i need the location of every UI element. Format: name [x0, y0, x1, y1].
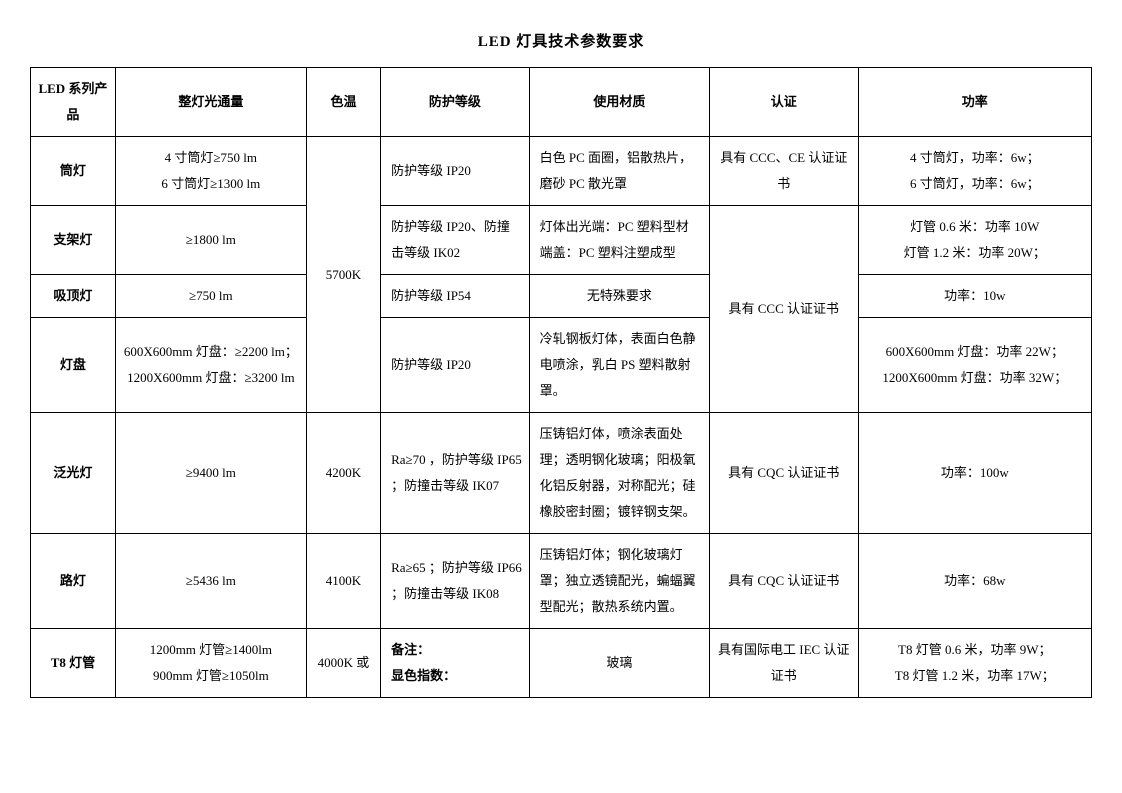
cell-power: 4 寸筒灯，功率：6w； 6 寸筒灯，功率：6w；	[858, 137, 1091, 206]
cell-cert: 具有 CQC 认证证书	[710, 534, 859, 629]
cell-product: 灯盘	[31, 318, 116, 413]
col-power: 功率	[858, 68, 1091, 137]
cell-material: 压铸铝灯体；钢化玻璃灯罩；独立透镜配光，蝙蝠翼型配光；散热系统内置。	[529, 534, 709, 629]
line: 600X600mm 灯盘：功率 22W；	[865, 339, 1085, 365]
line: 灯管 1.2 米：功率 20W；	[865, 240, 1085, 266]
cell-protection: 防护等级 IP20、防撞击等级 IK02	[381, 206, 530, 275]
col-temp: 色温	[306, 68, 380, 137]
table-row: 路灯 ≥5436 lm 4100K Ra≥65 ；防护等级 IP66 ；防撞击等…	[31, 534, 1092, 629]
table-row: 灯盘 600X600mm 灯盘：≥2200 lm； 1200X600mm 灯盘：…	[31, 318, 1092, 413]
cell-lumens: ≥1800 lm	[115, 206, 306, 275]
cell-cert: 具有 CCC 认证证书	[710, 206, 859, 413]
cell-material: 白色 PC 面圈，铝散热片，磨砂 PC 散光罩	[529, 137, 709, 206]
cell-power: 灯管 0.6 米：功率 10W 灯管 1.2 米：功率 20W；	[858, 206, 1091, 275]
page-title: LED 灯具技术参数要求	[30, 30, 1092, 51]
col-lumens: 整灯光通量	[115, 68, 306, 137]
line: T8 灯管 0.6 米，功率 9W；	[865, 637, 1085, 663]
cell-lumens: ≥9400 lm	[115, 413, 306, 534]
line: 4 寸筒灯，功率：6w；	[865, 145, 1085, 171]
cell-material: 玻璃	[529, 629, 709, 698]
cell-cert: 具有 CCC、CE 认证证书	[710, 137, 859, 206]
spec-table: LED 系列产品 整灯光通量 色温 防护等级 使用材质 认证 功率 筒灯 4 寸…	[30, 67, 1092, 698]
cell-temp: 4200K	[306, 413, 380, 534]
cell-power: 功率：10w	[858, 275, 1091, 318]
cell-protection: 防护等级 IP20	[381, 137, 530, 206]
table-row: T8 灯管 1200mm 灯管≥1400lm 900mm 灯管≥1050lm 4…	[31, 629, 1092, 698]
line: 6 寸筒灯≥1300 lm	[122, 171, 300, 197]
cell-product: 支架灯	[31, 206, 116, 275]
line: 1200X600mm 灯盘：≥3200 lm	[122, 365, 300, 391]
line: 6 寸筒灯，功率：6w；	[865, 171, 1085, 197]
cell-power: T8 灯管 0.6 米，功率 9W； T8 灯管 1.2 米，功率 17W；	[858, 629, 1091, 698]
cell-power: 600X600mm 灯盘：功率 22W； 1200X600mm 灯盘：功率 32…	[858, 318, 1091, 413]
line: 600X600mm 灯盘：≥2200 lm；	[122, 339, 300, 365]
col-cert: 认证	[710, 68, 859, 137]
cell-material: 灯体出光端：PC 塑料型材 端盖：PC 塑料注塑成型	[529, 206, 709, 275]
table-row: 支架灯 ≥1800 lm 防护等级 IP20、防撞击等级 IK02 灯体出光端：…	[31, 206, 1092, 275]
table-row: 筒灯 4 寸筒灯≥750 lm 6 寸筒灯≥1300 lm 5700K 防护等级…	[31, 137, 1092, 206]
cell-material: 无特殊要求	[529, 275, 709, 318]
line: 900mm 灯管≥1050lm	[122, 663, 300, 689]
cell-lumens: 1200mm 灯管≥1400lm 900mm 灯管≥1050lm	[115, 629, 306, 698]
cell-protection: 防护等级 IP54	[381, 275, 530, 318]
cell-material: 冷轧钢板灯体，表面白色静电喷涂，乳白 PS 塑料散射罩。	[529, 318, 709, 413]
line: 1200X600mm 灯盘：功率 32W；	[865, 365, 1085, 391]
cell-protection: Ra≥70 ，防护等级 IP65 ；防撞击等级 IK07	[381, 413, 530, 534]
cell-product: T8 灯管	[31, 629, 116, 698]
table-header: LED 系列产品 整灯光通量 色温 防护等级 使用材质 认证 功率	[31, 68, 1092, 137]
col-product: LED 系列产品	[31, 68, 116, 137]
cell-power: 功率：68w	[858, 534, 1091, 629]
line: T8 灯管 1.2 米，功率 17W；	[865, 663, 1085, 689]
cell-protection: 防护等级 IP20	[381, 318, 530, 413]
cell-temp: 4100K	[306, 534, 380, 629]
line: 显色指数：	[391, 663, 523, 689]
cell-lumens: ≥5436 lm	[115, 534, 306, 629]
cell-product: 筒灯	[31, 137, 116, 206]
line: 备注：	[391, 637, 523, 663]
cell-cert: 具有国际电工 IEC 认证证书	[710, 629, 859, 698]
cell-protection: 备注： 显色指数：	[381, 629, 530, 698]
line: 1200mm 灯管≥1400lm	[122, 637, 300, 663]
cell-power: 功率：100w	[858, 413, 1091, 534]
cell-temp: 4000K 或	[306, 629, 380, 698]
table-row: 吸顶灯 ≥750 lm 防护等级 IP54 无特殊要求 功率：10w	[31, 275, 1092, 318]
cell-product: 泛光灯	[31, 413, 116, 534]
cell-cert: 具有 CQC 认证证书	[710, 413, 859, 534]
cell-product: 路灯	[31, 534, 116, 629]
table-row: 泛光灯 ≥9400 lm 4200K Ra≥70 ，防护等级 IP65 ；防撞击…	[31, 413, 1092, 534]
cell-temp-5700: 5700K	[306, 137, 380, 413]
col-protection: 防护等级	[381, 68, 530, 137]
line: 灯管 0.6 米：功率 10W	[865, 214, 1085, 240]
line: 4 寸筒灯≥750 lm	[122, 145, 300, 171]
line: 端盖：PC 塑料注塑成型	[540, 240, 703, 266]
cell-protection: Ra≥65 ；防护等级 IP66 ；防撞击等级 IK08	[381, 534, 530, 629]
cell-lumens: 4 寸筒灯≥750 lm 6 寸筒灯≥1300 lm	[115, 137, 306, 206]
cell-lumens: ≥750 lm	[115, 275, 306, 318]
line: 灯体出光端：PC 塑料型材	[540, 214, 703, 240]
col-material: 使用材质	[529, 68, 709, 137]
cell-material: 压铸铝灯体，喷涂表面处理；透明钢化玻璃；阳极氧化铝反射器，对称配光；硅橡胶密封圈…	[529, 413, 709, 534]
cell-product: 吸顶灯	[31, 275, 116, 318]
cell-lumens: 600X600mm 灯盘：≥2200 lm； 1200X600mm 灯盘：≥32…	[115, 318, 306, 413]
